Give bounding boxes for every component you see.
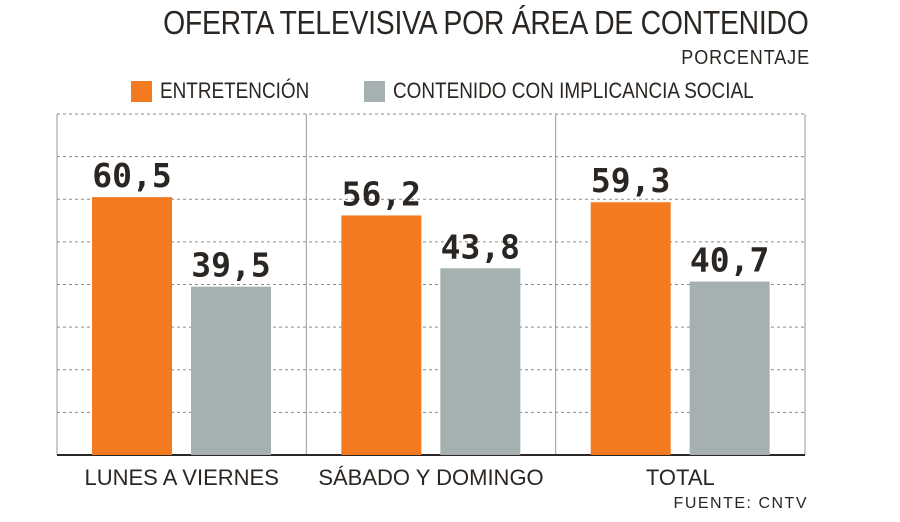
data-label-entretencion: 56,2 <box>342 174 421 213</box>
bar-entretencion <box>341 215 422 455</box>
legend-label-contenido-social: CONTENIDO CON IMPLICANCIA SOCIAL <box>392 78 754 103</box>
bar-contenido-social <box>689 281 770 455</box>
data-label-contenido-social: 39,5 <box>191 246 270 285</box>
x-tick-label: SÁBADO Y DOMINGO <box>318 465 543 490</box>
data-label-contenido-social: 40,7 <box>690 241 769 280</box>
x-tick-label: TOTAL <box>646 465 715 490</box>
chart-title: OFERTA TELEVISIVA POR ÁREA DE CONTENIDO <box>163 4 810 41</box>
legend-swatch-entretencion <box>131 80 153 102</box>
legend-item-entretencion: ENTRETENCIÓN <box>131 78 334 104</box>
bar-contenido-social <box>440 268 521 455</box>
data-label-entretencion: 60,5 <box>92 156 171 195</box>
source-note: FUENTE: CNTV <box>673 495 808 512</box>
x-tick-label: LUNES A VIERNES <box>84 465 278 490</box>
legend-item-contenido-social: CONTENIDO CON IMPLICANCIA SOCIAL <box>363 78 812 104</box>
legend-label-entretencion: ENTRETENCIÓN <box>160 78 310 103</box>
legend-swatch-contenido-social <box>363 80 385 102</box>
data-label-entretencion: 59,3 <box>591 161 670 200</box>
chart-legend: ENTRETENCIÓN CONTENIDO CON IMPLICANCIA S… <box>101 78 812 104</box>
bar-entretencion <box>92 197 172 455</box>
chart-subtitle: PORCENTAJE <box>681 47 810 69</box>
bar-entretencion <box>590 202 671 455</box>
data-label-contenido-social: 43,8 <box>441 227 520 266</box>
bar-contenido-social <box>191 286 271 455</box>
